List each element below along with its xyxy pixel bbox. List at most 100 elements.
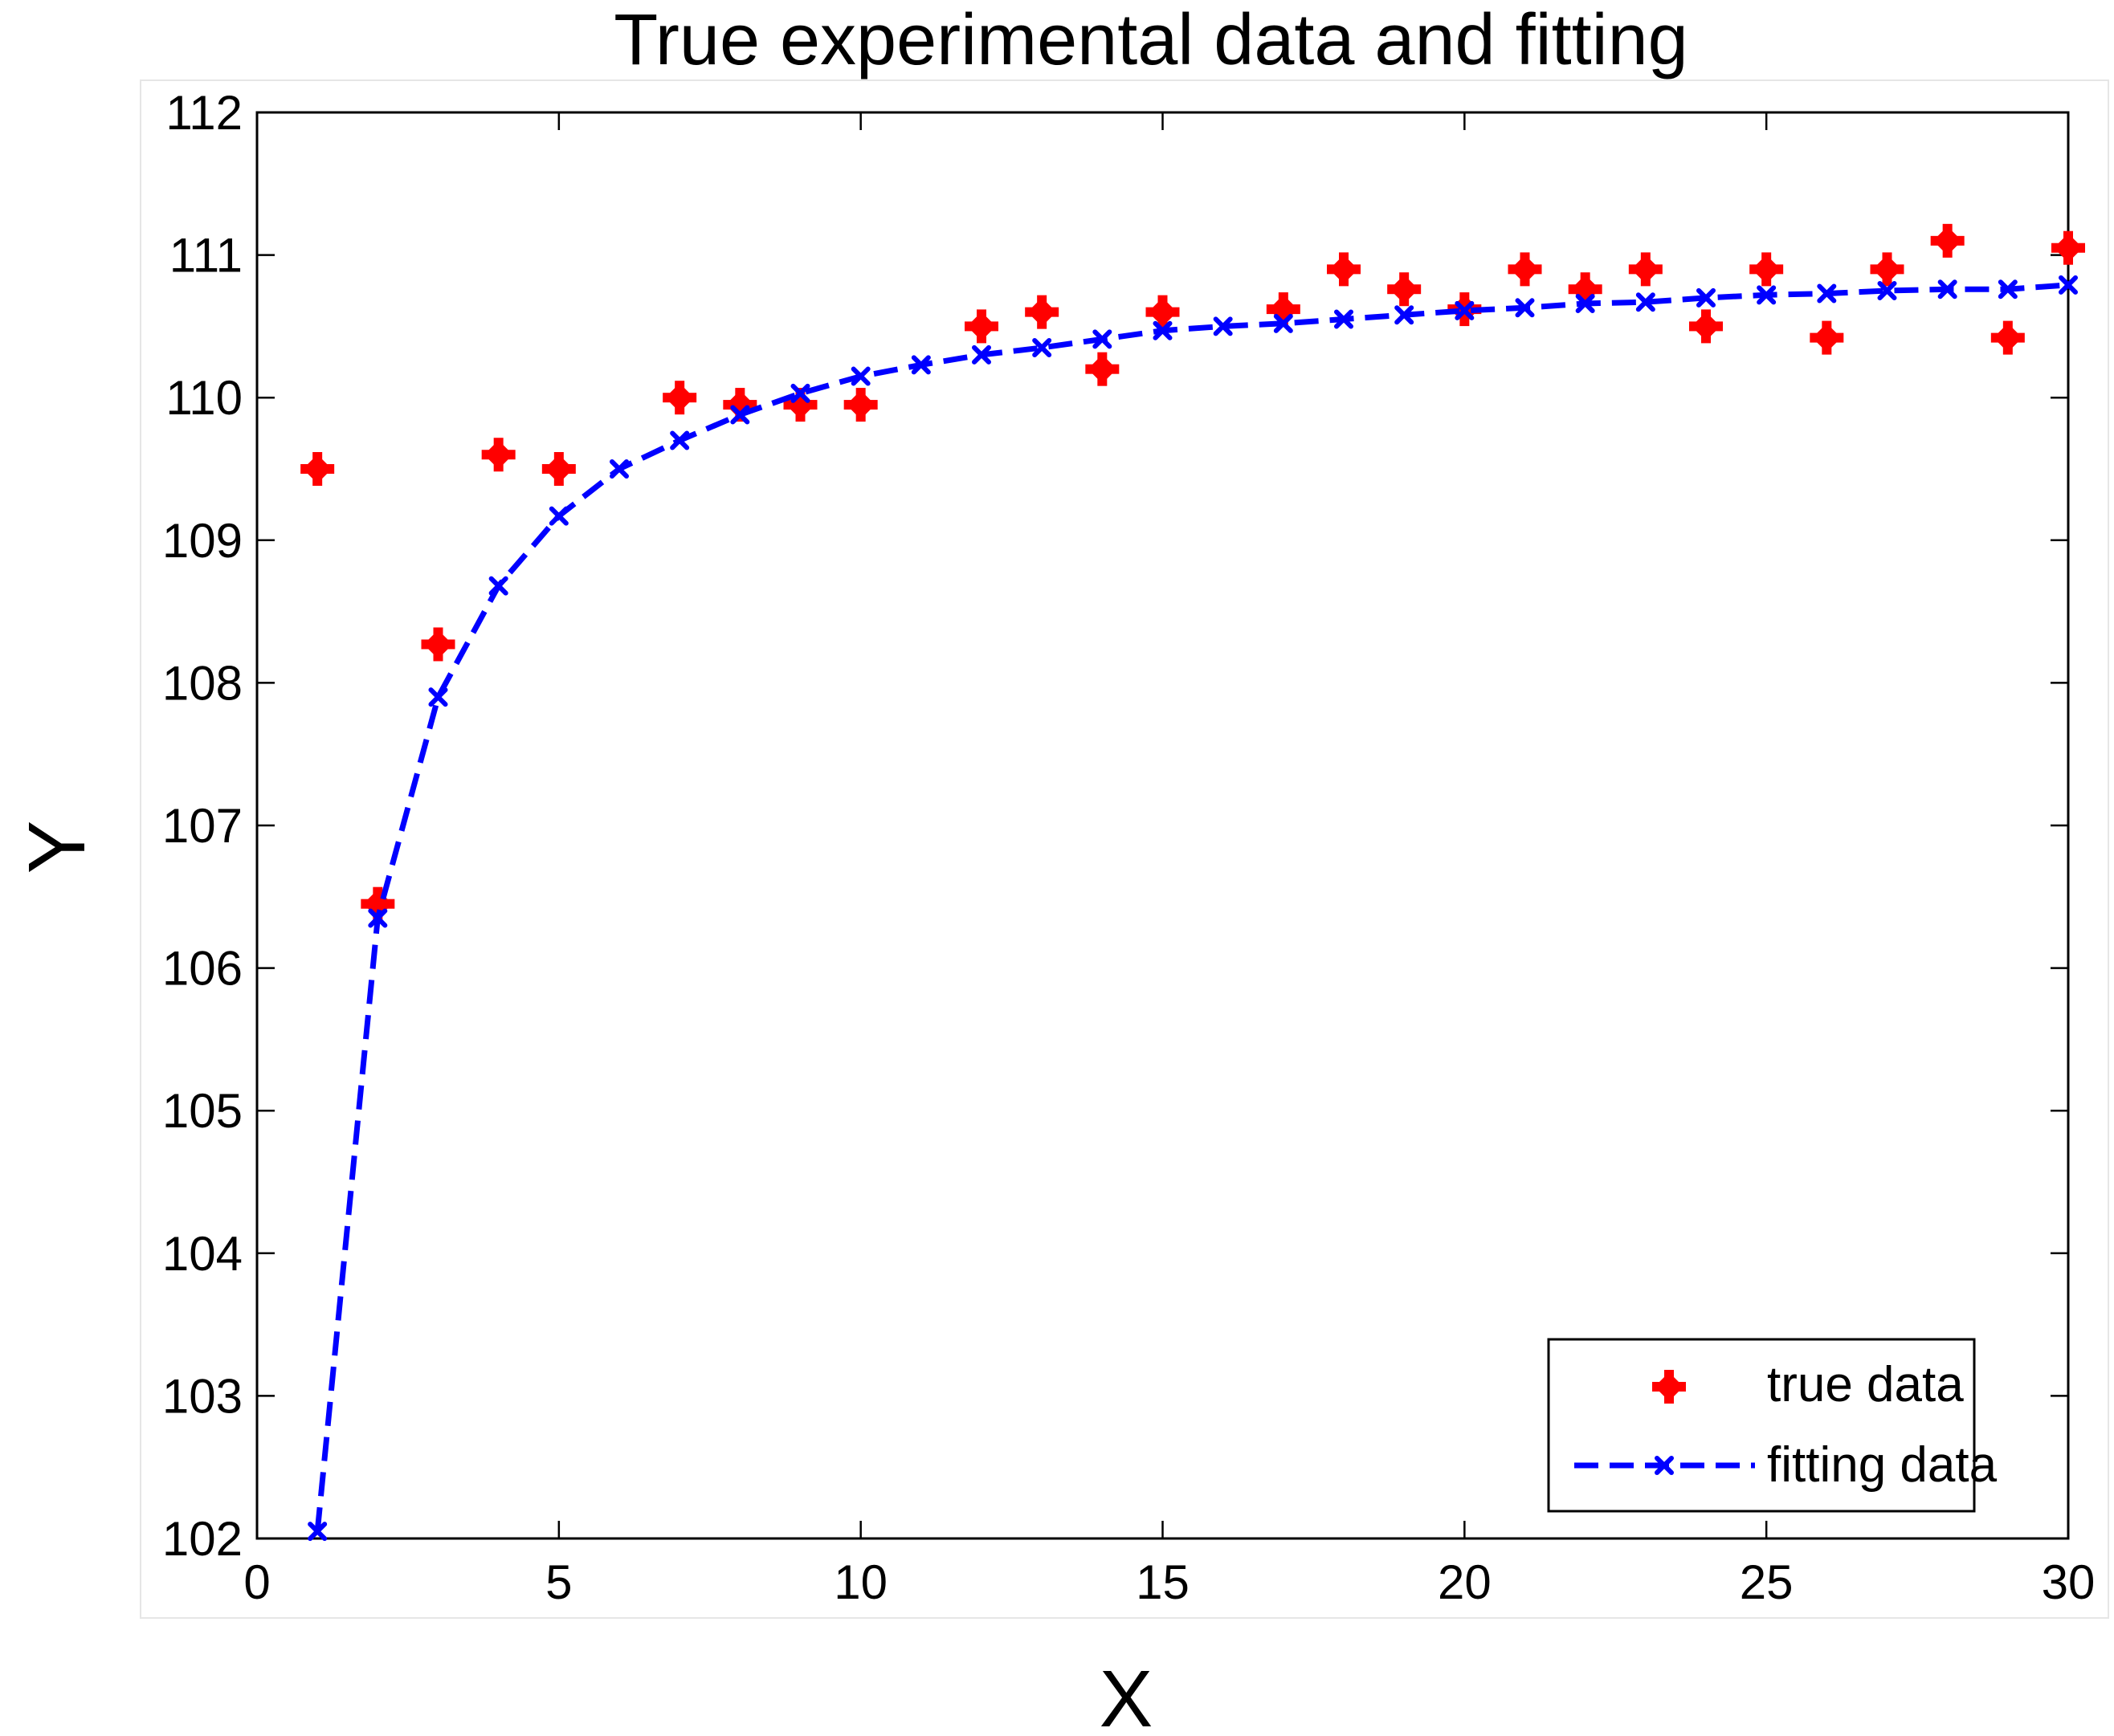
true-data-point	[481, 438, 516, 472]
fitting-data-point	[730, 405, 750, 425]
marker-stroke-b	[1515, 298, 1535, 318]
marker-bar-v	[1942, 223, 1953, 258]
marker-stroke-b	[428, 687, 448, 707]
true-data-point	[1085, 352, 1120, 386]
true-data-point	[965, 309, 998, 344]
marker-stroke-b	[549, 506, 569, 526]
axes-frame	[255, 111, 2070, 1540]
marker-stroke-b	[670, 430, 690, 450]
chart-title: True experimental data and fitting	[614, 0, 1688, 80]
marker-stroke-b	[730, 405, 750, 425]
marker-stroke-b	[1696, 287, 1716, 308]
x-tick-label: 5	[545, 1555, 572, 1609]
fitting-data-point	[1877, 281, 1897, 300]
x-axis-label: X	[1100, 1654, 1153, 1736]
true-data-point	[843, 388, 878, 422]
y-tick-label: 108	[162, 656, 243, 710]
marker-stroke-b	[1394, 305, 1414, 325]
true-data-point	[1387, 272, 1422, 307]
marker-bar-v	[433, 627, 443, 662]
legend-marker-fitting-data	[1574, 1456, 1755, 1475]
fitting-data-point	[549, 506, 569, 526]
marker-stroke-b	[851, 366, 871, 386]
y-axis-label: Y	[12, 821, 102, 874]
marker-bar-v	[1882, 252, 1892, 287]
fitting-data-point	[1273, 313, 1293, 333]
true-data-point	[421, 627, 455, 662]
true-data-point	[541, 452, 576, 486]
fitting-data-point	[1153, 320, 1173, 340]
true-data-point	[1689, 309, 1723, 344]
y-tick-label: 106	[162, 942, 243, 996]
fitting-data-point	[1635, 292, 1655, 312]
y-tick-label: 105	[162, 1084, 243, 1138]
fitting-data-point	[368, 908, 388, 928]
y-tick-label: 109	[162, 514, 243, 568]
marker-stroke-b	[2059, 275, 2078, 295]
legend-true-marker	[1652, 1370, 1686, 1404]
true-data-point	[1145, 295, 1180, 329]
marker-bar-v	[1097, 352, 1108, 386]
legend-fit-marker	[1655, 1456, 1674, 1475]
fitting-data-point	[1515, 298, 1535, 318]
fitting-data-point	[972, 344, 991, 365]
axes-bounding-box	[140, 79, 2109, 1619]
fitting-data-point	[2059, 275, 2078, 295]
true-data-point	[1025, 295, 1059, 329]
marker-bar-v	[1701, 309, 1711, 344]
x-tick-label: 15	[1136, 1555, 1190, 1609]
y-tick-label: 104	[162, 1227, 243, 1281]
fitting-data-point	[1092, 329, 1112, 349]
marker-stroke-b	[972, 344, 991, 365]
y-tick-label: 102	[162, 1512, 243, 1566]
marker-stroke-b	[1937, 279, 1957, 300]
fitting-data-point	[670, 430, 690, 450]
y-tick-label: 112	[165, 86, 243, 140]
marker-bar-v	[855, 388, 866, 422]
marker-stroke-b	[1273, 313, 1293, 333]
fitting-data-line	[314, 282, 2069, 1532]
marker-bar-v	[977, 309, 986, 344]
true-data-point	[1628, 252, 1663, 287]
marker-bar-v	[1278, 292, 1288, 327]
marker-bar-v	[1037, 295, 1047, 329]
y-tick-label: 103	[162, 1369, 243, 1423]
marker-bar-v	[312, 452, 323, 486]
y-tick-label: 107	[162, 799, 243, 853]
marker-stroke-b	[1757, 285, 1777, 305]
fitting-data-point	[308, 1522, 328, 1542]
fitting-data-point	[1696, 287, 1716, 308]
marker-bar-v	[2002, 320, 2013, 355]
fitting-data-point	[1213, 316, 1233, 336]
fitting-data-point	[911, 355, 931, 375]
true-data-point	[300, 452, 335, 486]
y-tick-label: 111	[169, 229, 243, 283]
fitting-data-point	[488, 576, 508, 596]
fitting-data-point	[1817, 283, 1837, 304]
x-tick-label: 10	[834, 1555, 888, 1609]
marker-stroke-b	[610, 459, 629, 479]
legend-label-fitting-data: fitting data	[1767, 1437, 1998, 1493]
marker-stroke-b	[488, 576, 508, 596]
true-data-point	[663, 381, 697, 415]
true-data-point	[1327, 252, 1361, 287]
legend: true data fitting data	[1547, 1338, 1998, 1513]
marker-stroke-b	[1455, 300, 1475, 320]
marker-stroke-b	[1998, 279, 2018, 300]
marker-stroke-b	[1655, 1456, 1674, 1475]
fitting-data-point	[1455, 300, 1475, 320]
legend-marker-true-data	[1652, 1370, 1686, 1404]
fitting-data-point	[1334, 309, 1353, 329]
marker-stroke-b	[1635, 292, 1655, 312]
marker-bar-v	[1664, 1370, 1674, 1404]
marker-bar-v	[1520, 252, 1530, 287]
x-tick-label: 20	[1438, 1555, 1492, 1609]
y-tick-label: 110	[165, 371, 243, 425]
marker-stroke-b	[1817, 283, 1837, 304]
marker-stroke-b	[368, 908, 388, 928]
true-data-point	[1990, 320, 2025, 355]
marker-stroke-b	[1334, 309, 1353, 329]
true-data-point	[1930, 223, 1965, 258]
marker-bar-v	[2063, 230, 2073, 265]
marker-bar-v	[1339, 252, 1349, 287]
